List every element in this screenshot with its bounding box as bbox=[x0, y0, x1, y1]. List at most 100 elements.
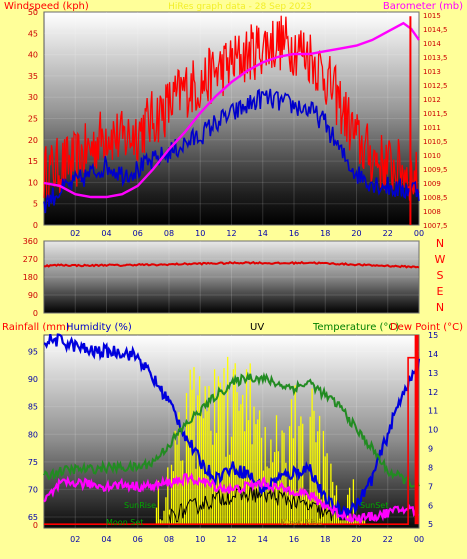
bot-time-tick-label: 06 bbox=[133, 535, 143, 544]
bottom-left-tick-label: 90 bbox=[28, 375, 38, 384]
top-right-tick-label: 1009,5 bbox=[423, 166, 448, 174]
bottom-left-tick-label: 95 bbox=[28, 348, 38, 357]
middle-left-tick-label: 270 bbox=[23, 255, 38, 264]
top-right-tick-label: 1014,5 bbox=[423, 26, 448, 34]
temperature-series-line bbox=[43, 371, 420, 488]
bottom-right-tick-label: 5 bbox=[428, 520, 433, 529]
bot-time-tick-label: 18 bbox=[320, 535, 330, 544]
bottom-left-tick-label: 85 bbox=[28, 403, 38, 412]
top-right-tick-label: 1008,5 bbox=[423, 194, 448, 202]
top-time-tick-label: 16 bbox=[289, 229, 299, 238]
bot-time-tick-label: 14 bbox=[258, 535, 268, 544]
top-right-tick-label: 1015 bbox=[423, 12, 441, 20]
top-left-tick-label: 35 bbox=[28, 72, 38, 81]
bottom-right-tick-label: 14 bbox=[428, 350, 438, 359]
bottom-left-tick-label: 65 bbox=[28, 513, 38, 522]
top-right-tick-label: 1008 bbox=[423, 208, 441, 216]
wind-direction-series-line bbox=[43, 260, 420, 269]
top-time-tick-label: 06 bbox=[133, 229, 143, 238]
middle-left-tick-label: 0 bbox=[33, 309, 38, 318]
temperature-axis-title: Temperature (°C) bbox=[312, 322, 399, 333]
compass-letter-label: N bbox=[436, 237, 444, 250]
rainfall-zero-tick-label: 0 bbox=[33, 521, 38, 530]
bot-time-tick-label: 04 bbox=[101, 535, 111, 544]
top-time-tick-label: 20 bbox=[351, 229, 361, 238]
bottom-right-tick-label: 8 bbox=[428, 463, 433, 472]
grid-layer bbox=[44, 11, 420, 528]
top-right-tick-label: 1014 bbox=[423, 40, 441, 48]
top-right-tick-label: 1012 bbox=[423, 96, 441, 104]
moonrise-label: Moon Rise bbox=[281, 518, 322, 527]
top-left-tick-label: 0 bbox=[33, 221, 38, 230]
barometer-series-line bbox=[43, 21, 420, 199]
top-right-axis-title: Barometer (mb) bbox=[383, 1, 463, 12]
top-left-tick-label: 50 bbox=[28, 8, 38, 17]
middle-plot-area bbox=[43, 240, 420, 314]
bottom-right-tick-label: 13 bbox=[428, 369, 438, 378]
bottom-left-tick-label: 70 bbox=[28, 485, 38, 494]
bottom-right-tick-label: 9 bbox=[428, 445, 433, 454]
compass-letter-label: S bbox=[437, 269, 444, 282]
bottom-right-tick-label: 6 bbox=[428, 501, 433, 510]
top-time-tick-label: 12 bbox=[226, 229, 236, 238]
bot-time-tick-label: 02 bbox=[70, 535, 80, 544]
bottom-right-tick-label: 10 bbox=[428, 426, 438, 435]
bot-time-tick-label: 08 bbox=[164, 535, 174, 544]
top-right-tick-label: 1012,5 bbox=[423, 82, 448, 90]
bot-time-tick-label: 10 bbox=[195, 535, 205, 544]
top-right-tick-label: 1010 bbox=[423, 152, 441, 160]
bottom-right-tick-label: 11 bbox=[428, 407, 438, 416]
top-left-tick-label: 20 bbox=[28, 136, 38, 145]
rainfall-series-line bbox=[44, 356, 419, 525]
bottom-left-tick-label: 80 bbox=[28, 430, 38, 439]
top-time-tick-label: 04 bbox=[101, 229, 111, 238]
top-right-tick-label: 1013,5 bbox=[423, 54, 448, 62]
top-time-tick-label: 18 bbox=[320, 229, 330, 238]
top-left-tick-label: 30 bbox=[28, 93, 38, 102]
dewpoint-axis-title: Dew Point (°C) bbox=[390, 322, 463, 333]
top-time-tick-label: 08 bbox=[164, 229, 174, 238]
top-chart-title: HiRes graph data - 28 Sep 2023 bbox=[168, 2, 312, 12]
bot-time-tick-label: 12 bbox=[226, 535, 236, 544]
rainfall-spike-bar bbox=[414, 335, 419, 525]
top-time-tick-label: 00 bbox=[414, 229, 424, 238]
middle-left-tick-label: 90 bbox=[28, 291, 38, 300]
average-speed-series-line bbox=[43, 88, 420, 214]
moonset-label: Moon Set bbox=[106, 518, 143, 527]
compass-letter-label: W bbox=[435, 253, 446, 266]
compass-letter-label: N bbox=[436, 301, 444, 314]
middle-left-tick-label: 180 bbox=[23, 273, 38, 282]
top-left-tick-label: 10 bbox=[28, 178, 38, 187]
bot-time-tick-label: 20 bbox=[351, 535, 361, 544]
middle-left-tick-label: 360 bbox=[23, 237, 38, 246]
bot-time-tick-label: 16 bbox=[289, 535, 299, 544]
rainfall-axis-title: Rainfall (mm) bbox=[2, 322, 70, 333]
sunset-label: SunSet bbox=[360, 501, 388, 510]
top-left-tick-label: 5 bbox=[33, 200, 38, 209]
uv-axis-title: UV bbox=[250, 322, 264, 333]
top-left-tick-label: 40 bbox=[28, 51, 38, 60]
bottom-right-tick-label: 12 bbox=[428, 388, 438, 397]
top-time-tick-label: 10 bbox=[195, 229, 205, 238]
bottom-right-tick-label: 7 bbox=[428, 482, 433, 491]
top-time-tick-label: 02 bbox=[70, 229, 80, 238]
sunrise-label: SunRise bbox=[124, 501, 156, 510]
dewpoint-series-line bbox=[43, 472, 420, 526]
top-time-tick-label: 22 bbox=[383, 229, 393, 238]
top-left-axis-title: Windspeed (kph) bbox=[4, 1, 89, 12]
top-right-tick-label: 1011,5 bbox=[423, 110, 448, 118]
solar-series-line bbox=[168, 486, 334, 524]
windspeed-series-line bbox=[43, 15, 420, 203]
bottom-right-tick-label: 15 bbox=[428, 331, 438, 340]
top-time-tick-label: 14 bbox=[258, 229, 268, 238]
top-left-tick-label: 25 bbox=[28, 115, 38, 124]
humidity-axis-title: Humidity (%) bbox=[66, 322, 132, 333]
top-right-tick-label: 1007,5 bbox=[423, 222, 448, 230]
top-right-tick-label: 1010,5 bbox=[423, 138, 448, 146]
bot-time-tick-label: 00 bbox=[414, 535, 424, 544]
bot-time-tick-label: 22 bbox=[383, 535, 393, 544]
humidity-series-line bbox=[43, 333, 421, 521]
